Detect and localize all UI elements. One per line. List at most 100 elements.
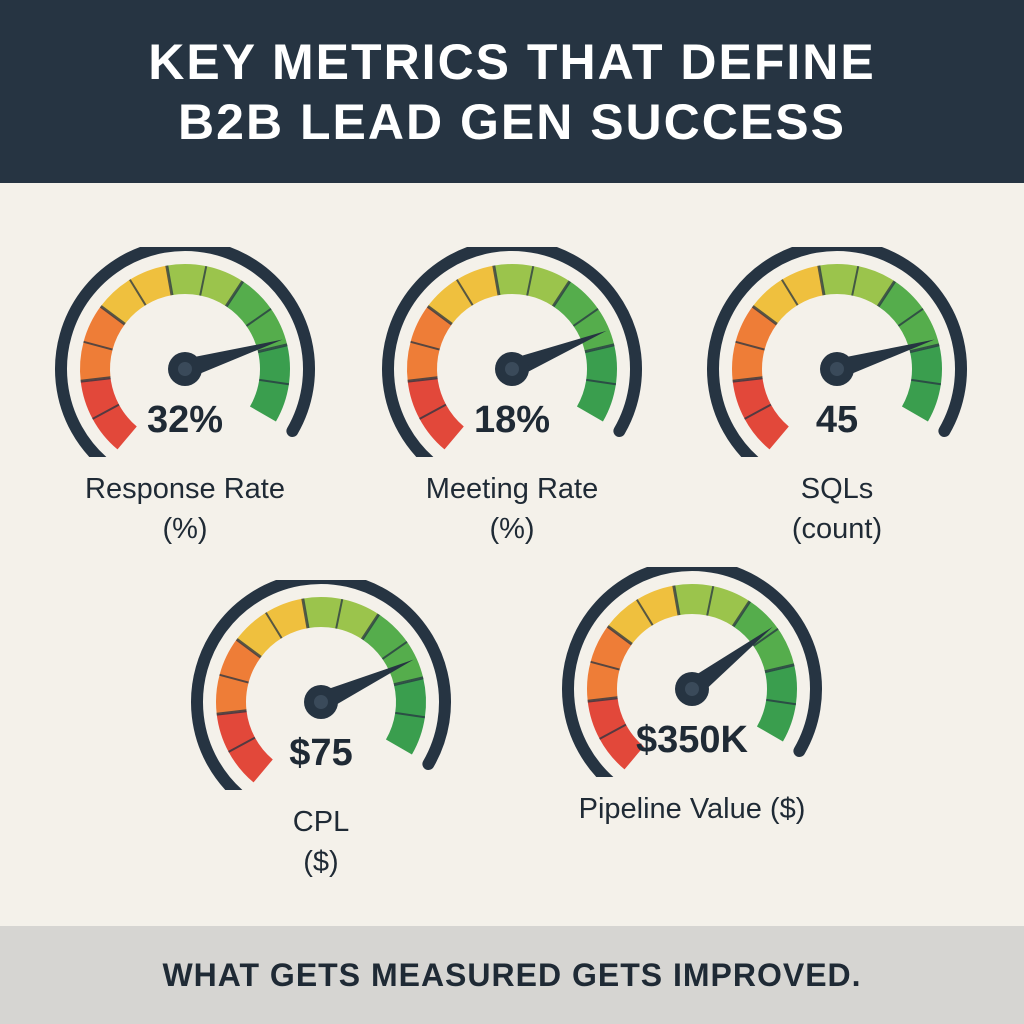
- gauge-tick: [492, 265, 501, 296]
- gauge-needle-hub-center: [685, 682, 699, 696]
- gauge-value: $75: [289, 732, 353, 774]
- gauge-tick: [257, 343, 288, 354]
- gauge-value: $350K: [636, 719, 748, 761]
- gauge-outer-ring: [562, 567, 822, 777]
- gauge-tick: [817, 265, 826, 296]
- gauge-meeting-rate: 18% Meeting Rate (%): [372, 247, 652, 545]
- gauge-outer-ring: [382, 247, 642, 457]
- gauge-label-line-1: Response Rate: [85, 473, 285, 505]
- gauge-tick: [606, 625, 633, 646]
- gauge-label-line-2: ($): [303, 846, 339, 878]
- gauge-tick: [216, 709, 247, 716]
- gauge-tick: [129, 279, 147, 306]
- gauge-tick: [335, 598, 344, 629]
- gauge-tick: [636, 599, 654, 626]
- gauge-tick: [735, 340, 765, 351]
- gauge-tick: [199, 265, 208, 296]
- gauge-tick: [395, 711, 426, 719]
- gauge-tick: [706, 585, 715, 616]
- gauge-tick: [219, 673, 249, 684]
- gauge-tick: [265, 612, 283, 639]
- gauge-tick: [781, 279, 799, 306]
- gauge-needle-hub-center: [830, 362, 844, 376]
- gauge-label: Pipeline Value ($): [522, 789, 862, 829]
- gauge-sqls: 45 SQLs (count): [697, 247, 977, 545]
- footer-tagline: WHAT GETS MEASURED GETS IMPROVED.: [162, 956, 862, 993]
- gauge-needle: [834, 339, 935, 379]
- gauge-tick: [80, 376, 111, 383]
- gauge-label-line-1: SQLs: [800, 473, 874, 505]
- gauge-needle: [316, 659, 414, 712]
- gauge-tick: [851, 265, 860, 296]
- gauge-dial: [55, 247, 315, 457]
- gauge-tick: [732, 376, 763, 383]
- gauge-tick: [909, 343, 940, 354]
- gauge-tick: [360, 613, 380, 641]
- page-title-line-2: B2B LEAD GEN SUCCESS: [178, 93, 846, 150]
- gauge-outer-ring: [55, 247, 315, 457]
- gauge-response-rate: 32% Response Rate (%): [45, 247, 325, 545]
- gauge-outer-ring: [191, 580, 451, 790]
- gauge-cpl: $75 CPL ($): [181, 580, 461, 878]
- gauge-tick: [752, 627, 779, 647]
- page-title-line-1: KEY METRICS THAT DEFINE: [148, 33, 876, 90]
- gauge-tick: [584, 343, 615, 354]
- gauge-tick: [165, 265, 174, 296]
- gauge-tick: [572, 307, 599, 327]
- gauge-tick: [744, 403, 772, 420]
- gauge-tick: [731, 600, 751, 628]
- footer-banner: WHAT GETS MEASURED GETS IMPROVED.: [0, 926, 1024, 1024]
- gauge-tick: [83, 340, 113, 351]
- gauge-tick: [897, 307, 924, 327]
- gauge-needle: [685, 626, 773, 697]
- gauge-value: 32%: [146, 399, 224, 441]
- gauge-dial: [562, 567, 822, 777]
- gauge-tick: [876, 280, 896, 308]
- gauge-needle-hub-center: [314, 695, 328, 709]
- gauge-needle-hub-center: [505, 362, 519, 376]
- gauge-tick: [245, 307, 272, 327]
- gauge-label-line-2: (%): [162, 513, 208, 545]
- gauge-value: 45: [815, 399, 859, 441]
- gauge-label-line-1: Meeting Rate: [425, 473, 599, 505]
- gauge-tick: [911, 378, 942, 386]
- gauge-needle: [508, 330, 607, 379]
- gauge-outer-ring: [707, 247, 967, 457]
- gauge-label: SQLs (count): [667, 469, 1007, 549]
- gauge-tick: [393, 676, 424, 687]
- gauge-tick: [235, 638, 262, 659]
- gauge-tick: [381, 640, 408, 660]
- gauge-tick: [586, 378, 617, 386]
- gauge-tick: [410, 340, 440, 351]
- gauge-needle-hub-center: [178, 362, 192, 376]
- gauge-tick: [766, 698, 797, 706]
- gauge-tick: [259, 378, 290, 386]
- gauge-tick: [301, 598, 310, 629]
- gauge-tick: [551, 280, 571, 308]
- gauge-value: 18%: [473, 399, 551, 441]
- gauge-tick: [590, 660, 620, 671]
- gauge-tick: [419, 403, 447, 420]
- gauge-dial: [707, 247, 967, 457]
- gauge-tick: [99, 305, 126, 326]
- gauge-label: Meeting Rate (%): [342, 469, 682, 549]
- gauge-dial: [382, 247, 642, 457]
- gauge-tick: [456, 279, 474, 306]
- gauge-tick: [672, 585, 681, 616]
- gauge-tick: [426, 305, 453, 326]
- gauge-tick: [92, 403, 120, 420]
- gauge-label: CPL ($): [151, 802, 491, 882]
- gauge-pipeline-value: $350K Pipeline Value ($): [552, 567, 832, 825]
- gauge-tick: [224, 280, 244, 308]
- gauge-label-line-2: (count): [791, 513, 883, 545]
- gauge-tick: [587, 696, 618, 703]
- gauge-tick: [228, 736, 256, 753]
- gauge-tick: [599, 723, 627, 740]
- gauge-tick: [407, 376, 438, 383]
- gauge-tick: [751, 305, 778, 326]
- header-banner: KEY METRICS THAT DEFINE B2B LEAD GEN SUC…: [0, 0, 1024, 183]
- gauge-label: Response Rate (%): [15, 469, 355, 549]
- gauge-tick: [764, 663, 795, 674]
- gauge-tick: [526, 265, 535, 296]
- gauge-label-line-2: (%): [489, 513, 535, 545]
